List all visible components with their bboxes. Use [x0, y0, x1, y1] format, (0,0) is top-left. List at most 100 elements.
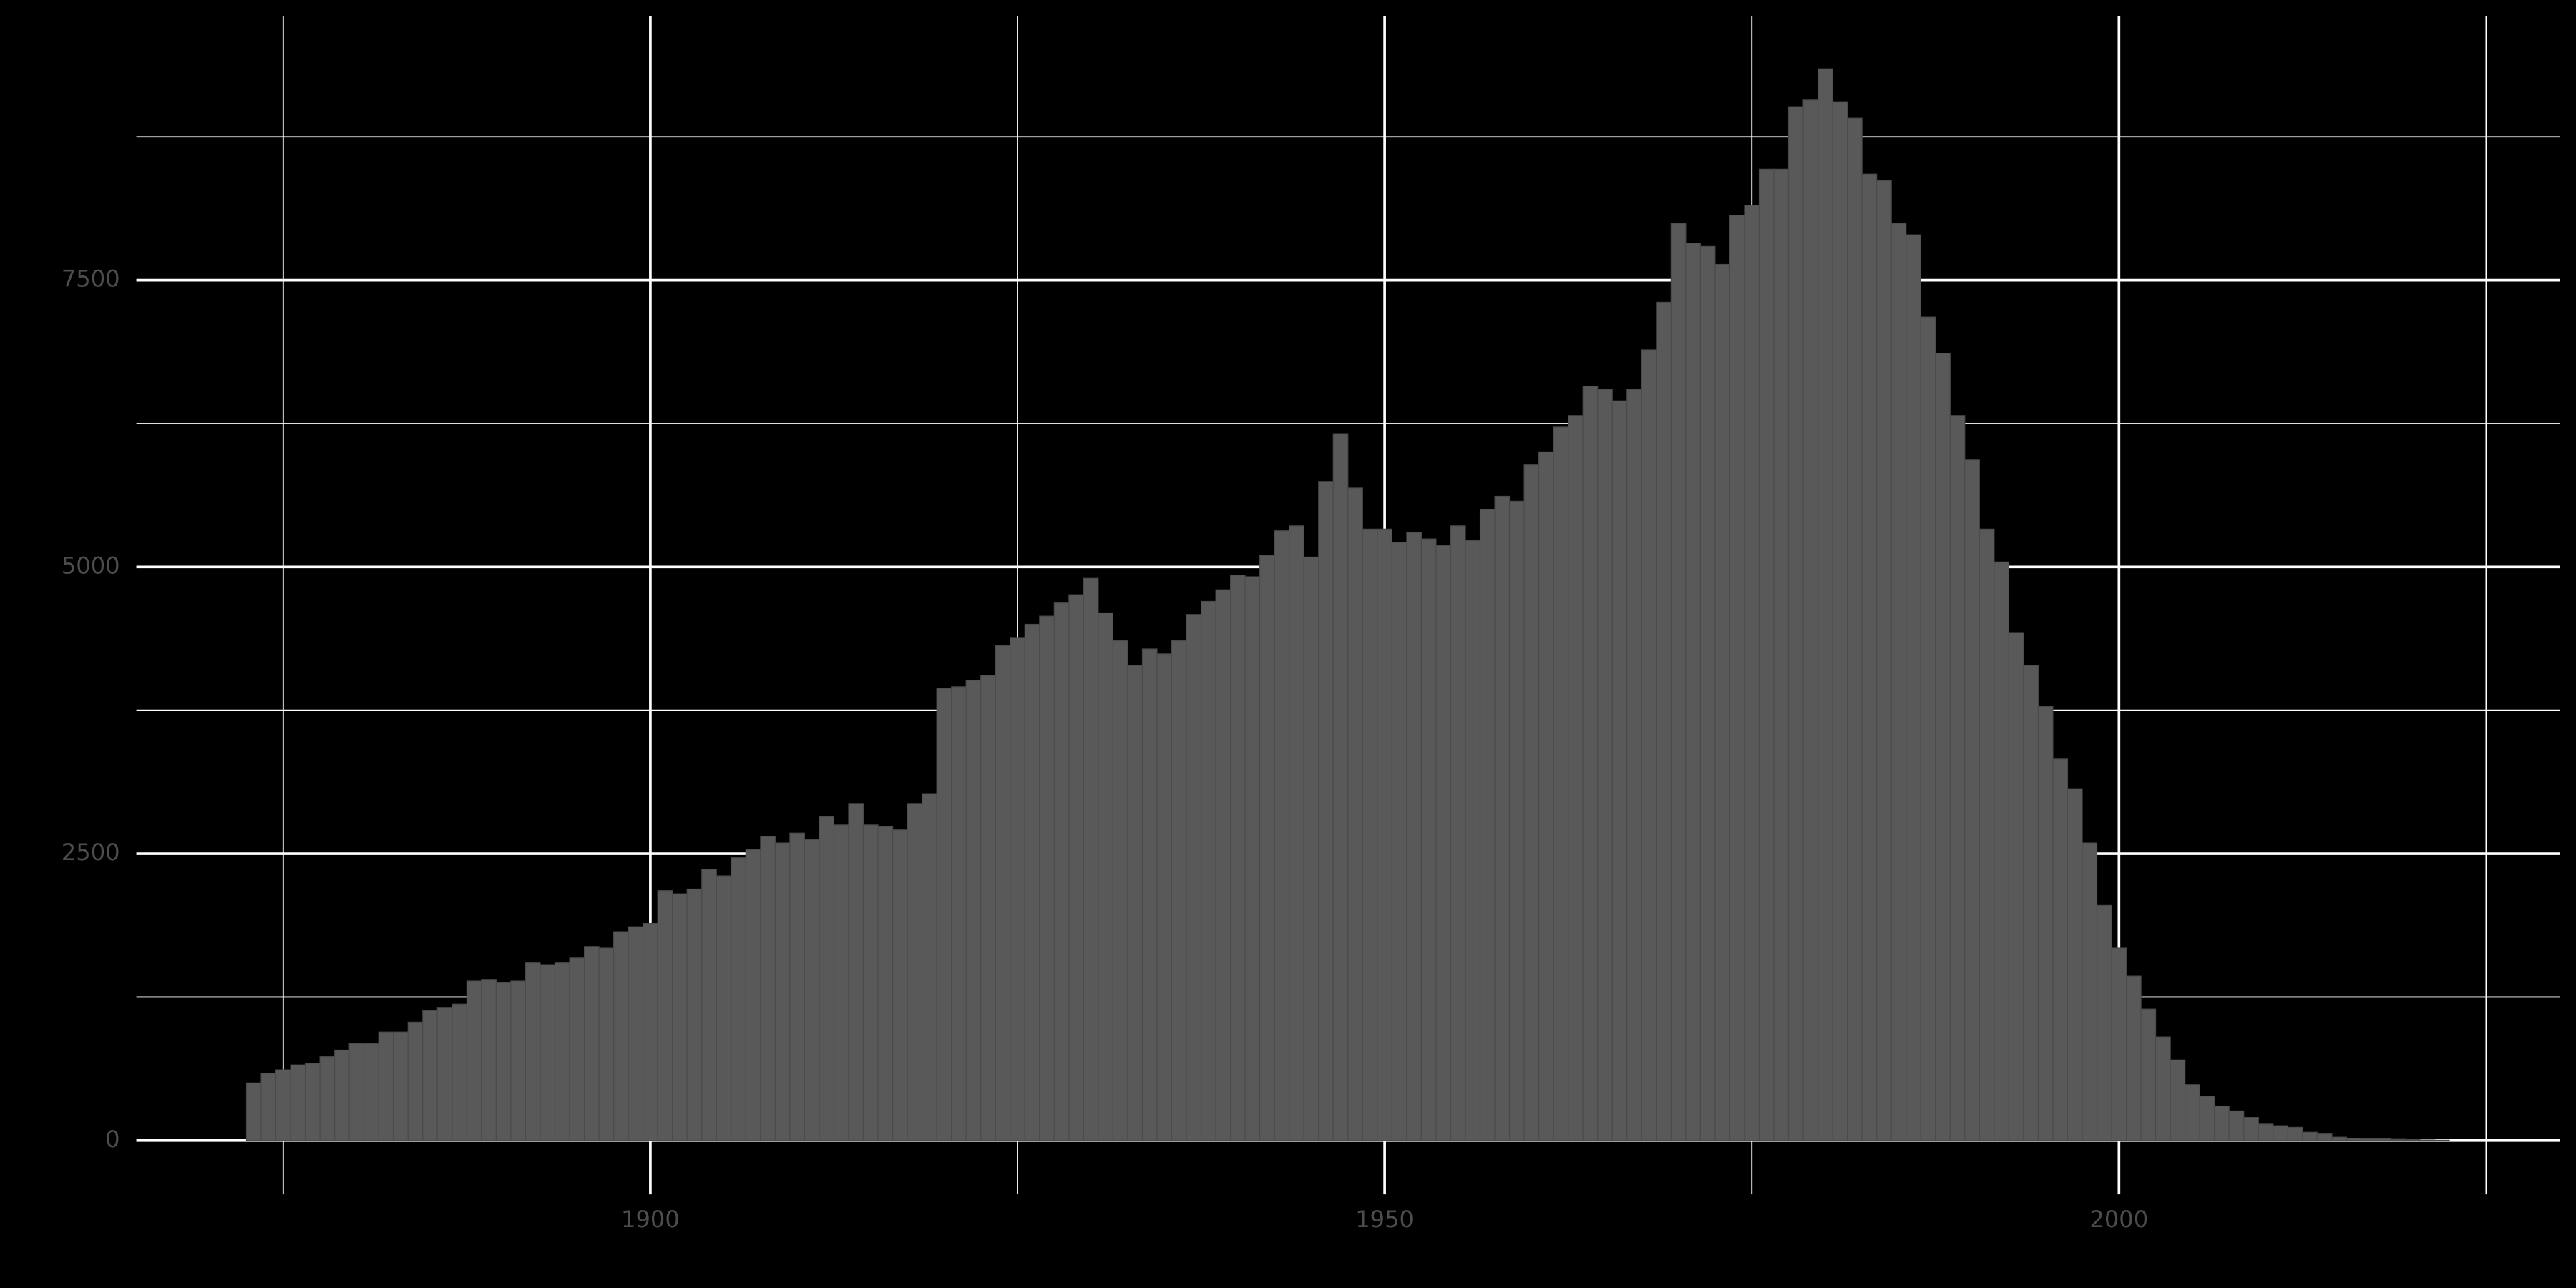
bar	[525, 962, 541, 1141]
bar	[1127, 665, 1143, 1141]
bar	[1597, 389, 1613, 1141]
bar	[1274, 530, 1290, 1141]
bar	[951, 686, 967, 1141]
bar	[672, 893, 688, 1141]
bar	[2126, 975, 2142, 1141]
bar	[1171, 640, 1187, 1141]
bar	[1465, 540, 1481, 1141]
bar	[1523, 464, 1540, 1141]
bar	[1024, 623, 1040, 1141]
bar	[1979, 528, 1995, 1141]
bar	[1479, 509, 1496, 1141]
bar	[1685, 243, 1701, 1141]
bar	[1920, 316, 1936, 1141]
bar	[2346, 1138, 2362, 1141]
bar	[1964, 459, 1980, 1141]
bar	[598, 947, 615, 1141]
x-tick-label: 2000	[2089, 1206, 2148, 1233]
bar	[1876, 180, 1892, 1141]
bar	[1332, 433, 1349, 1141]
bar	[877, 826, 894, 1141]
bar	[1744, 205, 1760, 1141]
bar	[628, 926, 644, 1141]
bar	[1156, 653, 1173, 1141]
x-tick-label: 1900	[621, 1206, 680, 1233]
bar	[2185, 1084, 2200, 1141]
bar	[554, 962, 570, 1141]
bar	[1935, 352, 1951, 1141]
bar	[1420, 538, 1437, 1141]
bar	[804, 839, 820, 1141]
bar	[789, 832, 805, 1141]
bar	[422, 1010, 438, 1141]
bar	[774, 842, 791, 1141]
bar	[1729, 215, 1745, 1141]
bar	[2228, 1110, 2245, 1141]
bar	[2023, 665, 2039, 1141]
bar	[1303, 556, 1319, 1141]
bar	[1817, 68, 1833, 1141]
bar	[1568, 415, 1584, 1141]
bar	[848, 803, 864, 1141]
bar	[643, 922, 658, 1141]
bar	[1186, 614, 1202, 1141]
bar	[907, 803, 923, 1141]
bar	[1994, 561, 2009, 1141]
bar	[922, 793, 937, 1141]
bar	[1347, 487, 1363, 1141]
bar	[348, 1043, 365, 1141]
bar	[275, 1069, 291, 1141]
bar	[319, 1056, 336, 1141]
bar	[1656, 301, 1672, 1141]
bar	[613, 931, 629, 1141]
bar	[1890, 223, 1907, 1141]
bar	[657, 890, 673, 1141]
bar	[1582, 385, 1599, 1141]
bar	[1670, 223, 1687, 1141]
bar	[2140, 1008, 2157, 1141]
bar	[2361, 1138, 2377, 1141]
bar	[2082, 842, 2098, 1141]
bar	[2008, 632, 2024, 1141]
bar	[2155, 1036, 2171, 1141]
bar	[1773, 168, 1790, 1141]
bar	[1141, 648, 1158, 1141]
bar	[1259, 555, 1275, 1141]
bar	[862, 824, 879, 1141]
bar	[1362, 528, 1378, 1141]
bar	[716, 875, 732, 1141]
bar	[452, 1003, 467, 1141]
bar	[1832, 101, 1848, 1141]
y-tick-label: 2500	[62, 839, 120, 866]
bar	[1010, 637, 1025, 1141]
bar	[1230, 574, 1246, 1141]
bar	[833, 824, 849, 1141]
bar	[980, 675, 996, 1141]
bar	[2375, 1138, 2391, 1141]
bar	[1861, 173, 1878, 1141]
bar	[1039, 615, 1055, 1141]
bar	[2199, 1096, 2215, 1141]
bar	[2170, 1059, 2186, 1141]
bar	[1906, 234, 1921, 1141]
bar	[2390, 1138, 2406, 1141]
bar	[2243, 1117, 2259, 1141]
bar	[2037, 706, 2054, 1141]
bar	[1949, 415, 1966, 1141]
bar	[1053, 602, 1070, 1141]
bar	[1215, 589, 1231, 1141]
bar	[1406, 532, 1422, 1141]
bar	[1244, 576, 1261, 1141]
bar	[2214, 1105, 2230, 1141]
bar	[290, 1064, 306, 1141]
bar	[2331, 1136, 2348, 1141]
bar	[1626, 389, 1642, 1141]
y-tick-label: 7500	[62, 265, 120, 293]
bar	[701, 869, 717, 1141]
bar	[2419, 1139, 2436, 1141]
bar	[1112, 640, 1128, 1141]
bar	[2404, 1138, 2421, 1141]
bar	[540, 964, 556, 1141]
